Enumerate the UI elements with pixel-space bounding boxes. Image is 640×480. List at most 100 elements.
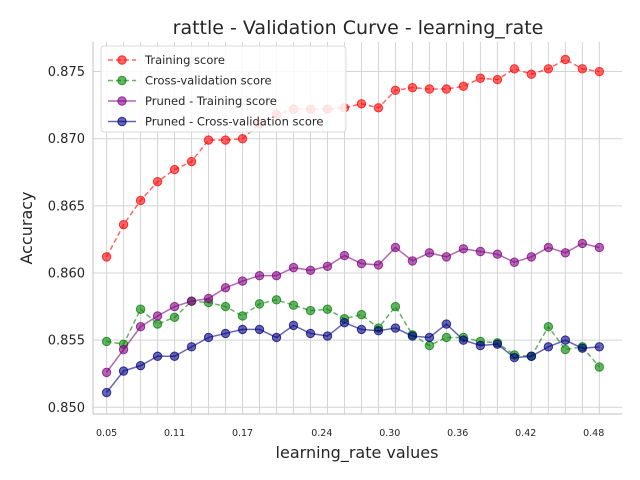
data-point [203, 135, 214, 145]
legend-marker-2 [117, 96, 127, 106]
data-point [152, 176, 163, 187]
data-point [135, 360, 146, 371]
data-point [203, 332, 214, 343]
data-point [339, 317, 350, 328]
data-point [509, 352, 520, 363]
data-point [543, 322, 554, 332]
data-point [152, 319, 163, 329]
series-line-3 [106, 321, 600, 393]
legend-box [100, 45, 347, 133]
data-point [390, 301, 401, 312]
data-point [560, 54, 571, 65]
data-point [254, 270, 265, 281]
data-point [118, 344, 129, 355]
data-point [458, 335, 469, 345]
data-point [288, 300, 299, 310]
data-point [390, 85, 401, 96]
data-point [560, 335, 571, 345]
data-point [407, 82, 418, 93]
chart-title: rattle - Validation Curve - learning_rat… [173, 17, 544, 39]
data-point [237, 311, 248, 321]
x-tick-label-6: 0.42 [515, 428, 536, 439]
x-tick-labels: 0.05 0.11 0.17 0.24 0.30 0.36 0.42 0.48 [96, 428, 604, 439]
x-axis-label: learning_rate values [276, 443, 439, 463]
data-point [220, 328, 231, 339]
data-point [305, 328, 316, 339]
data-point [271, 295, 282, 305]
data-point [390, 242, 401, 253]
legend: Training score Cross-validation score Prun… [100, 45, 347, 133]
data-point [237, 276, 248, 286]
data-point [373, 260, 384, 270]
data-point [577, 238, 588, 249]
data-point [424, 84, 435, 94]
data-point [543, 64, 554, 74]
y-tick-label-4: 0.870 [48, 132, 85, 147]
legend-label-0: Training score [144, 53, 225, 67]
data-point [322, 261, 333, 271]
data-point [475, 73, 486, 83]
data-point [526, 69, 537, 79]
data-point [560, 248, 571, 258]
data-point [543, 342, 554, 352]
data-point [254, 324, 265, 335]
data-point [390, 323, 401, 333]
y-tick-label-0: 0.850 [48, 401, 85, 416]
data-point [492, 339, 503, 349]
data-point [441, 332, 452, 343]
data-point [101, 252, 112, 262]
y-tick-labels: 0.850 0.855 0.860 0.865 0.870 0.875 [48, 65, 85, 416]
data-point [101, 367, 112, 378]
data-point [441, 252, 452, 262]
x-tick-label-0: 0.05 [96, 428, 117, 439]
data-point [152, 351, 163, 361]
data-point [492, 249, 503, 259]
data-point [475, 246, 486, 257]
data-point [152, 311, 163, 321]
data-point [577, 343, 588, 353]
data-point [220, 283, 231, 293]
legend-marker-0 [117, 55, 127, 65]
data-point [220, 135, 231, 145]
data-point [339, 250, 350, 261]
x-tick-label-7: 0.48 [583, 428, 604, 439]
data-point [254, 299, 265, 309]
data-point [356, 99, 367, 109]
data-point [424, 340, 435, 351]
data-point [169, 301, 180, 312]
data-point [101, 387, 112, 398]
data-point [305, 305, 316, 316]
data-point [169, 164, 180, 175]
data-point [356, 324, 367, 335]
data-point [475, 340, 486, 351]
data-point [169, 312, 180, 323]
data-point [509, 257, 520, 267]
y-axis-label: Accuracy [17, 191, 36, 264]
data-point [135, 322, 146, 332]
x-tick-label-5: 0.36 [447, 428, 468, 439]
data-point [101, 336, 112, 347]
data-point [135, 304, 146, 314]
data-point [186, 342, 197, 352]
data-point [288, 262, 299, 273]
data-point [271, 332, 282, 343]
data-point [458, 244, 469, 254]
data-point [509, 64, 520, 74]
data-point [373, 326, 384, 336]
x-tick-label-2: 0.17 [232, 428, 253, 439]
data-point [424, 248, 435, 258]
data-point [458, 81, 469, 92]
legend-label-1: Cross-validation score [145, 74, 272, 88]
data-point [271, 270, 282, 281]
data-point [118, 366, 129, 376]
data-point [594, 362, 605, 372]
data-point [577, 64, 588, 74]
legend-marker-1 [117, 75, 127, 86]
data-point [407, 331, 418, 341]
data-point [441, 319, 452, 329]
series-group [101, 54, 605, 398]
x-tick-label-3: 0.24 [311, 428, 332, 439]
data-point [220, 301, 231, 312]
data-point [203, 293, 214, 304]
data-point [135, 195, 146, 206]
